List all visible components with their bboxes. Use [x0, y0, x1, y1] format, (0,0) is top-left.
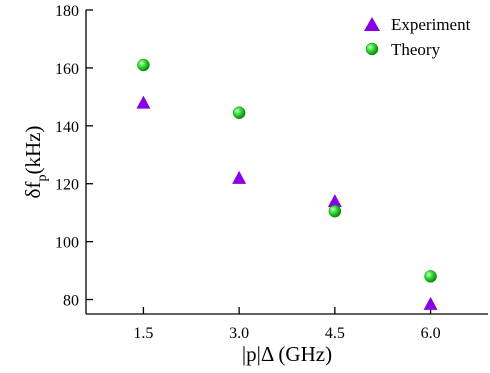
legend-theory-label: Theory: [391, 40, 441, 59]
legend: Experiment Theory: [364, 15, 471, 59]
data-points: [136, 58, 438, 310]
y-axis-label-unit: (kHz): [21, 126, 45, 175]
y-tick-label: 140: [55, 119, 79, 136]
experiment-point: [423, 296, 438, 310]
theory-point: [424, 270, 437, 283]
x-tick-label: 6.0: [421, 325, 441, 342]
experiment-point: [136, 95, 151, 109]
y-tick-label: 160: [55, 61, 79, 78]
y-axis-label-main: δf: [21, 182, 45, 199]
theory-point: [137, 58, 150, 72]
y-axis-label-subscript: p: [35, 175, 50, 182]
experiment-point: [232, 170, 247, 184]
legend-experiment-label: Experiment: [391, 15, 471, 34]
x-tick-group: 1.5 3.0 4.5 6.0: [133, 307, 441, 342]
y-axis-label: δfp(kHz): [21, 126, 50, 199]
x-tick-label: 4.5: [325, 325, 345, 342]
y-tick-group: 80 100 120 140 160 180: [55, 3, 93, 310]
theory-point: [232, 106, 246, 120]
x-axis-label: |p|Δ (GHz): [242, 342, 332, 366]
x-tick-label: 1.5: [133, 325, 153, 342]
y-tick-label: 180: [55, 3, 79, 20]
y-tick-label: 100: [55, 235, 79, 252]
legend-experiment-marker: [364, 17, 380, 31]
legend-theory-marker: [365, 42, 379, 56]
theory-point: [328, 204, 342, 218]
x-tick-label: 3.0: [229, 325, 249, 342]
y-tick-label: 80: [63, 293, 79, 310]
experiment-point: [327, 194, 342, 208]
y-tick-label: 120: [55, 177, 79, 194]
